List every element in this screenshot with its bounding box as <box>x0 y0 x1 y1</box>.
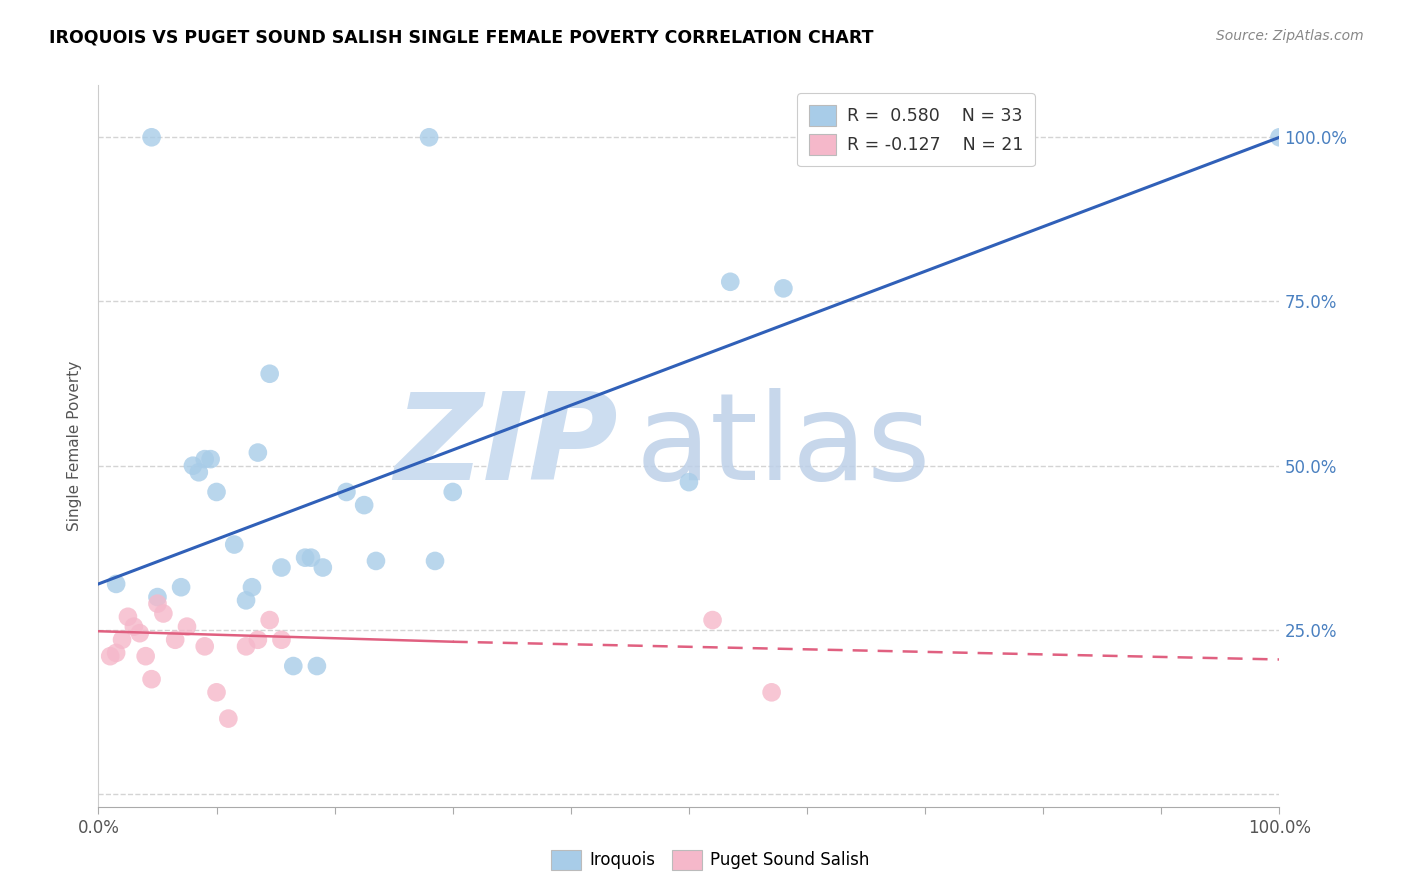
Point <box>128 626 150 640</box>
Point <box>152 607 174 621</box>
Point <box>105 646 128 660</box>
Point <box>224 537 246 551</box>
Point <box>718 275 741 289</box>
Point <box>111 632 134 647</box>
Point <box>283 659 305 673</box>
Point <box>441 485 464 500</box>
Point <box>678 475 700 490</box>
Point <box>299 550 322 565</box>
Point <box>187 465 209 479</box>
Point <box>312 560 335 574</box>
Point <box>335 485 357 500</box>
Point <box>702 613 724 627</box>
Text: atlas: atlas <box>636 387 931 505</box>
Point <box>246 632 269 647</box>
Point <box>418 130 440 145</box>
Point <box>141 130 163 145</box>
Point <box>181 458 204 473</box>
Point <box>122 620 145 634</box>
Point <box>235 593 257 607</box>
Point <box>423 554 446 568</box>
Point <box>146 590 169 604</box>
Point <box>1268 130 1291 145</box>
Point <box>117 609 139 624</box>
Legend: R =  0.580    N = 33, R = -0.127    N = 21: R = 0.580 N = 33, R = -0.127 N = 21 <box>797 94 1035 166</box>
Point <box>205 685 228 699</box>
Point <box>141 672 163 686</box>
Point <box>761 685 783 699</box>
Point <box>105 577 128 591</box>
Point <box>353 498 375 512</box>
Point <box>165 632 187 647</box>
Y-axis label: Single Female Poverty: Single Female Poverty <box>67 361 83 531</box>
Point <box>270 560 292 574</box>
Point <box>294 550 316 565</box>
Point <box>364 554 387 568</box>
Point <box>194 640 217 654</box>
Legend: Iroquois, Puget Sound Salish: Iroquois, Puget Sound Salish <box>544 843 876 877</box>
Point <box>772 281 794 295</box>
Point <box>270 632 292 647</box>
Point <box>205 485 228 500</box>
Text: Source: ZipAtlas.com: Source: ZipAtlas.com <box>1216 29 1364 43</box>
Point <box>98 649 121 664</box>
Point <box>176 620 198 634</box>
Point <box>135 649 157 664</box>
Point <box>305 659 328 673</box>
Point <box>259 613 281 627</box>
Point <box>246 445 269 459</box>
Point <box>235 640 257 654</box>
Point <box>259 367 281 381</box>
Point <box>194 452 217 467</box>
Point <box>240 580 263 594</box>
Point <box>217 712 239 726</box>
Text: IROQUOIS VS PUGET SOUND SALISH SINGLE FEMALE POVERTY CORRELATION CHART: IROQUOIS VS PUGET SOUND SALISH SINGLE FE… <box>49 29 873 46</box>
Point <box>200 452 222 467</box>
Point <box>146 597 169 611</box>
Text: ZIP: ZIP <box>394 387 619 505</box>
Point <box>170 580 193 594</box>
